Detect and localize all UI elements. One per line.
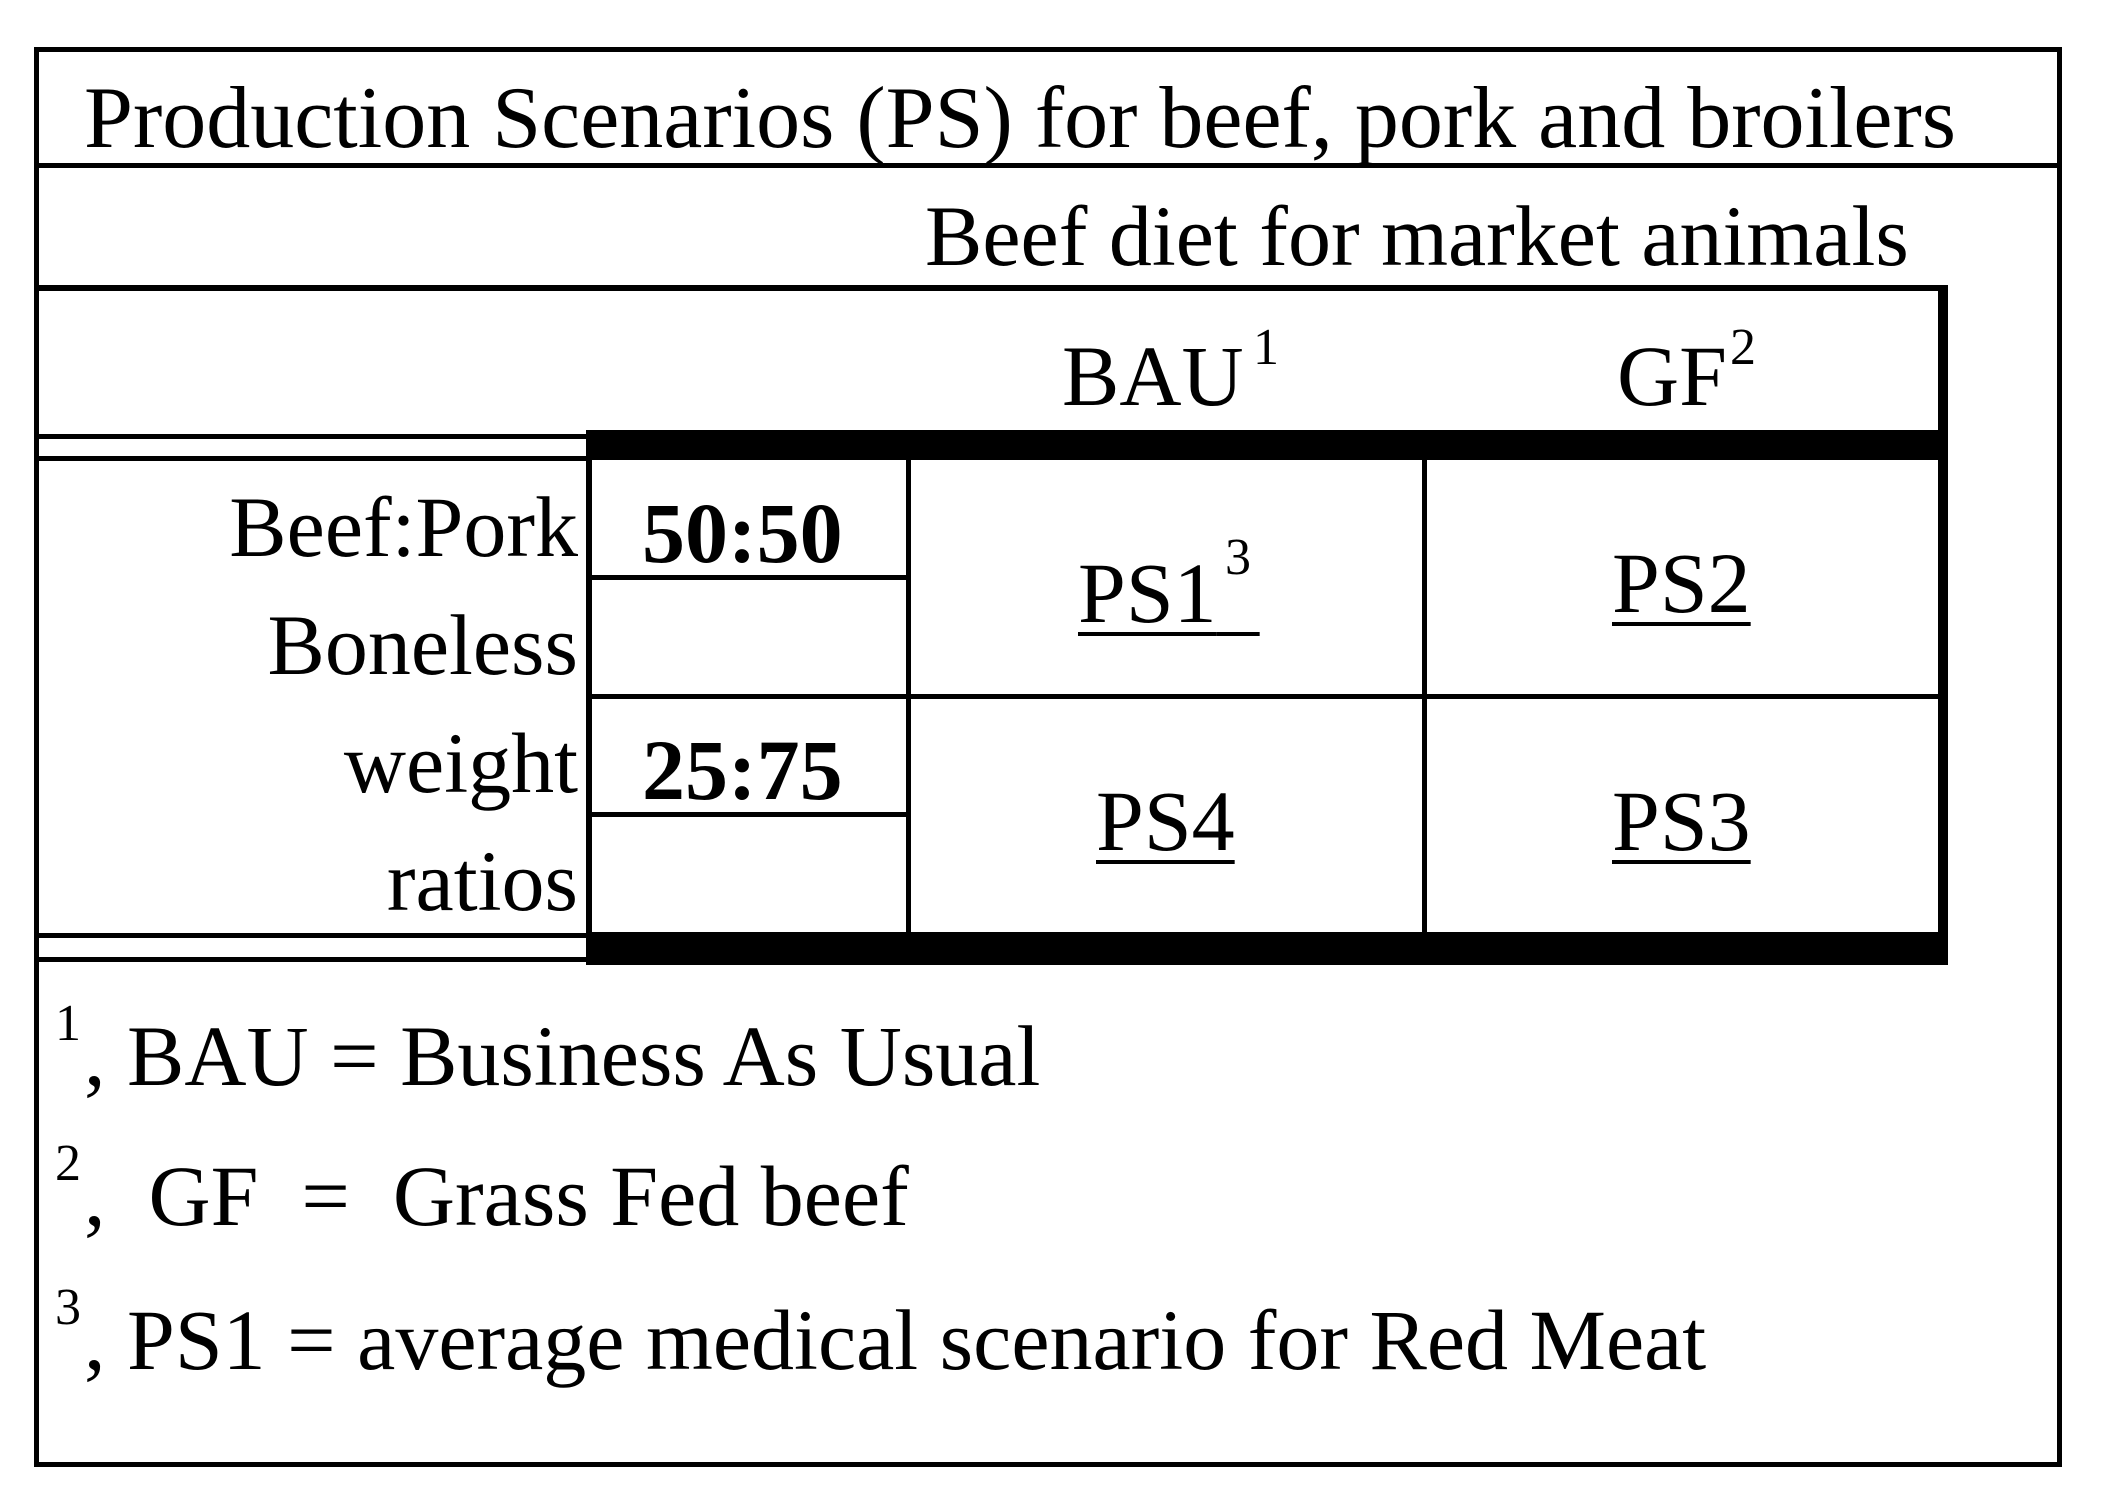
header-thick-rule bbox=[590, 430, 1948, 460]
row-label-line: ratios bbox=[386, 833, 578, 929]
scenario-ps4: PS4 bbox=[1096, 773, 1235, 869]
footnote-3-text: , PS1 = average medical scenario for Red… bbox=[84, 1292, 1707, 1388]
ratio-value-50-50: 50:50 bbox=[642, 485, 843, 581]
row-label: Beef:Pork Boneless weight ratios bbox=[100, 484, 578, 956]
scenario-ps1-note: 3 bbox=[1225, 529, 1251, 586]
footnote-1-text: , BAU = Business As Usual bbox=[84, 1008, 1041, 1104]
body-thick-rule bbox=[590, 932, 1948, 965]
footnote-2-ref: 2 bbox=[55, 1135, 81, 1192]
footnote-3-ref: 3 bbox=[55, 1279, 81, 1336]
column-header-gf: GF bbox=[1617, 328, 1727, 424]
inner-table-top-border bbox=[34, 285, 1948, 291]
ratio-group-divider bbox=[590, 694, 1940, 699]
ratio-column-left-border bbox=[586, 430, 592, 965]
scenario-ps3: PS3 bbox=[1612, 773, 1751, 869]
row-label-line: Boneless bbox=[267, 597, 578, 693]
ratio-50-divider bbox=[590, 575, 908, 580]
footnote-1-ref: 1 bbox=[55, 995, 81, 1052]
column-header-bau-note: 1 bbox=[1253, 319, 1279, 376]
ratio-25-divider bbox=[590, 812, 908, 817]
ratio-value-25-75: 25:75 bbox=[642, 722, 843, 818]
title-divider bbox=[34, 163, 2062, 168]
body-double-rule-upper bbox=[34, 933, 590, 938]
row-label-line: Beef:Pork bbox=[229, 479, 578, 575]
diet-header: Beef diet for market animals bbox=[925, 188, 1909, 284]
column-header-gf-note: 2 bbox=[1730, 319, 1756, 376]
scenario-ps1: PS1 bbox=[1078, 545, 1217, 641]
inner-table-right-border bbox=[1938, 285, 1948, 965]
outer-frame bbox=[34, 47, 2062, 1467]
figure-title: Production Scenarios (PS) for beef, pork… bbox=[84, 70, 1957, 167]
scenario-ps2: PS2 bbox=[1612, 535, 1751, 631]
footnote-2-text: , GF = Grass Fed beef bbox=[84, 1148, 909, 1244]
row-label-line: weight bbox=[343, 715, 578, 811]
header-double-rule-upper bbox=[34, 434, 590, 439]
body-double-rule-lower bbox=[34, 957, 590, 962]
column-header-bau: BAU bbox=[1062, 328, 1244, 424]
header-double-rule-lower bbox=[34, 456, 590, 461]
